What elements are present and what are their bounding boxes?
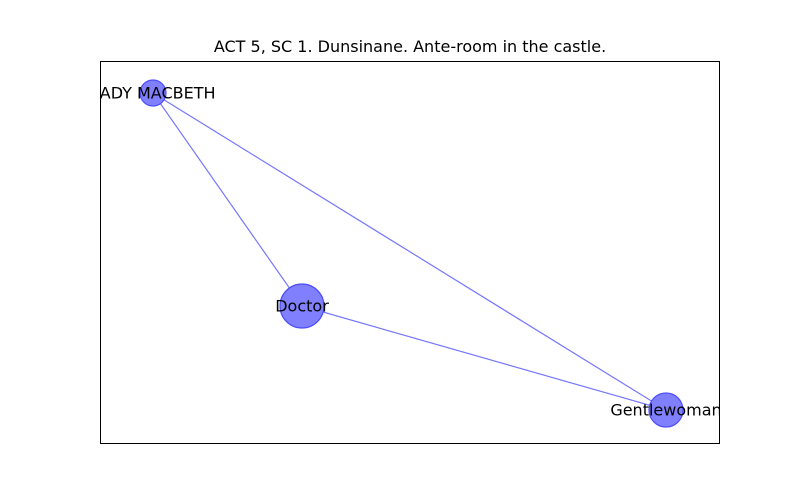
node-label-lady: LADY MACBETH bbox=[90, 84, 215, 103]
plot-title: ACT 5, SC 1. Dunsinane. Ante-room in the… bbox=[214, 37, 606, 56]
edges-layer bbox=[152, 92, 667, 411]
node-label-gentlewoman: Gentlewoman bbox=[610, 401, 721, 420]
edge-lady-doctor bbox=[152, 92, 303, 307]
axes-frame bbox=[100, 61, 720, 444]
node-gentlewoman bbox=[648, 392, 684, 428]
node-lady bbox=[139, 79, 167, 107]
edge-lady-gentlewoman bbox=[152, 92, 667, 411]
edge-doctor-gentlewoman bbox=[301, 305, 667, 411]
node-label-doctor: Doctor bbox=[275, 297, 329, 316]
labels-layer: LADY MACBETH Doctor Gentlewoman bbox=[90, 84, 721, 420]
nodes-layer bbox=[139, 79, 684, 428]
node-doctor bbox=[279, 283, 325, 329]
